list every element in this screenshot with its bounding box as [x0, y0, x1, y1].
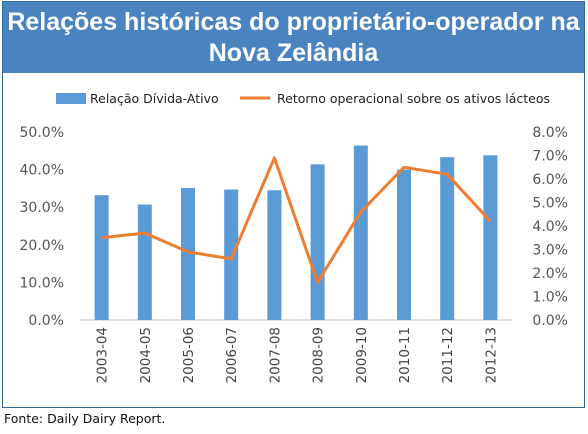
x-tick-label: 2012-13 — [483, 327, 499, 383]
right-tick-label: 2.0% — [532, 266, 568, 282]
x-tick-label: 2008-09 — [311, 327, 327, 383]
line-series — [101, 156, 492, 284]
left-tick-label: 40.0% — [20, 163, 64, 179]
source-note: Fonte: Daily Dairy Report. — [4, 411, 166, 426]
bar — [267, 190, 282, 320]
right-tick-label: 0.0% — [532, 313, 568, 329]
right-tick-label: 6.0% — [532, 172, 568, 188]
bar — [181, 188, 195, 320]
legend-bar-label: Relação Dívida-Ativo — [90, 91, 219, 106]
x-tick-label: 2007-08 — [267, 327, 283, 383]
bar — [94, 195, 109, 320]
right-tick-label: 5.0% — [532, 196, 568, 212]
bar — [440, 157, 455, 320]
x-tick-label: 2006-07 — [224, 327, 240, 383]
left-tick-label: 20.0% — [20, 238, 64, 254]
right-tick-label: 4.0% — [532, 219, 568, 235]
bar — [224, 189, 239, 320]
bar — [353, 145, 368, 320]
left-tick-label: 10.0% — [20, 275, 64, 291]
left-tick-label: 50.0% — [20, 125, 64, 141]
left-tick-label: 30.0% — [20, 200, 64, 216]
x-tick-label: 2010-11 — [397, 327, 413, 383]
chart-title-line-2: Nova Zelândia — [208, 39, 379, 67]
right-tick-label: 1.0% — [532, 290, 568, 306]
title-banner: Relações históricas do proprietário-oper… — [3, 2, 584, 73]
legend: Relação Dívida-Ativo Retorno operacional… — [56, 91, 550, 106]
right-tick-label: 7.0% — [532, 149, 568, 165]
bar — [397, 169, 411, 320]
legend-line-label: Retorno operacional sobre os ativos láct… — [277, 91, 550, 106]
x-tick-label: 2009-10 — [354, 327, 370, 383]
right-axis: 0.0% 1.0% 2.0% 3.0% 4.0% 5.0% 6.0% 7.0% 8.0% — [532, 125, 568, 329]
legend-bar-swatch — [56, 93, 86, 104]
bar — [483, 155, 498, 320]
left-axis: 0.0% 10.0% 20.0% 30.0% 40.0% 50.0% — [20, 125, 64, 329]
x-tick-label: 2005-06 — [181, 327, 197, 383]
bar — [310, 164, 325, 320]
left-tick-label: 0.0% — [28, 313, 64, 329]
right-tick-label: 8.0% — [532, 125, 568, 141]
x-axis: 2003-04 2004-05 2005-06 2006-07 2007-08 2008-… — [95, 327, 500, 383]
right-tick-label: 3.0% — [532, 243, 568, 259]
chart-title-line-1: Relações históricas do proprietário-oper… — [7, 8, 580, 36]
x-tick-label: 2004-05 — [138, 327, 154, 383]
x-tick-label: 2011-12 — [440, 327, 456, 383]
x-tick-label: 2003-04 — [95, 327, 111, 383]
bar — [137, 204, 152, 320]
